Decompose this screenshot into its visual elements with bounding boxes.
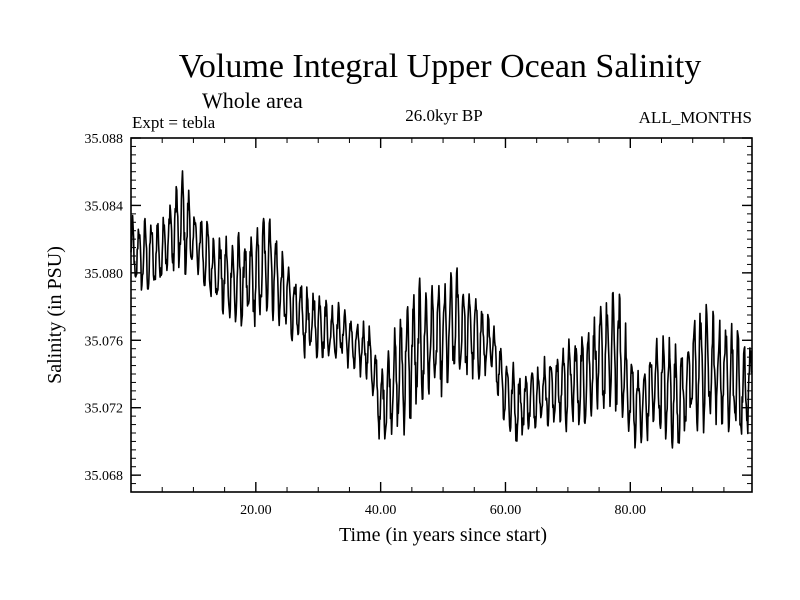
salinity-series-line — [130, 170, 753, 449]
y-tick-label: 35.076 — [85, 334, 124, 349]
y-tick-label: 35.084 — [85, 199, 124, 214]
x-tick-label: 20.00 — [240, 503, 272, 518]
y-axis-label: Salinity (in PSU) — [44, 246, 66, 384]
y-tick-label: 35.080 — [85, 267, 124, 282]
x-axis-label: Time (in years since start) — [339, 524, 547, 546]
period-label: 26.0kyr BP — [405, 106, 482, 125]
chart-subtitle: Whole area — [202, 88, 303, 113]
y-tick-label: 35.072 — [85, 402, 124, 417]
experiment-label: Expt = tebla — [132, 113, 216, 132]
x-tick-label: 80.00 — [615, 503, 647, 518]
y-tick-label: 35.088 — [85, 132, 124, 147]
x-axis: 20.00 40.00 60.00 80.00 — [161, 138, 725, 518]
months-label: ALL_MONTHS — [639, 108, 752, 127]
chart-title: Volume Integral Upper Ocean Salinity — [179, 48, 701, 85]
x-tick-label: 40.00 — [365, 503, 397, 518]
x-tick-label: 60.00 — [490, 503, 522, 518]
plot-frame — [130, 137, 753, 493]
y-tick-label: 35.068 — [85, 469, 124, 484]
